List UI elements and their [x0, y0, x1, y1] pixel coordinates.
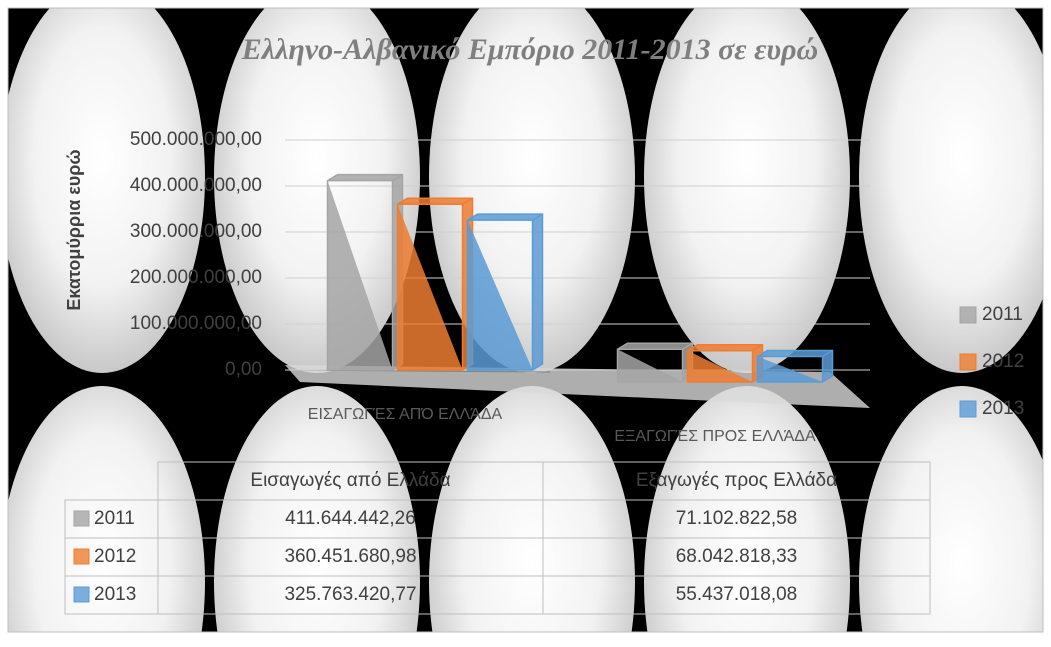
- chart-background: [7, 7, 1044, 633]
- y-tick-label: 0,00: [225, 359, 262, 380]
- table-value: 360.451.680,98: [284, 546, 416, 567]
- chart-title: Ελληνο-Αλβανικό Εμπόριο 2011-2013 σε ευρ…: [241, 33, 819, 66]
- table-value: 68.042.818,33: [676, 546, 798, 567]
- table-grid: [64, 461, 931, 615]
- legend-swatch: [959, 400, 977, 418]
- table-row-label: 2013: [94, 584, 136, 605]
- table-value: 325.763.420,77: [284, 584, 416, 605]
- bar: [396, 197, 474, 371]
- table-row-label: 2012: [94, 546, 136, 567]
- bar: [466, 213, 544, 371]
- table-header: Εισαγωγές από Ελλάδα: [250, 470, 450, 491]
- legend-label: 2013: [982, 398, 1024, 419]
- y-tick-label: 100.000.000,00: [130, 313, 262, 334]
- table-legend-swatch: [73, 510, 90, 527]
- table-value: 411.644.442,26: [285, 508, 416, 529]
- table-legend-swatch: [73, 548, 90, 565]
- table-legend-swatch: [73, 586, 90, 603]
- y-axis-title: Εκατομύρρια ευρώ: [64, 149, 84, 310]
- bar: [326, 173, 404, 371]
- x-tick-label: ΕΙΣΑΓΩΓΈΣ ΑΠΌ ΕΛΛΆΔΑ: [308, 406, 503, 423]
- table-header: Εξαγωγές προς Ελλάδα: [636, 470, 837, 491]
- y-tick-label: 300.000.000,00: [130, 221, 262, 242]
- legend-label: 2012: [982, 351, 1024, 372]
- legend-swatch: [959, 353, 977, 371]
- bar: [686, 343, 764, 383]
- bar: [616, 342, 694, 383]
- table-value: 71.102.822,58: [676, 508, 798, 529]
- y-tick-label: 500.000.000,00: [130, 129, 262, 150]
- bar: [756, 349, 834, 383]
- x-tick-label: ΕΞΑΓΩΓΈΣ ΠΡΟΣ ΕΛΛΆΔΑ: [614, 428, 816, 445]
- y-tick-label: 400.000.000,00: [130, 175, 262, 196]
- legend-swatch: [959, 306, 977, 324]
- table-value: 55.437.018,08: [676, 584, 798, 605]
- legend-label: 2011: [982, 304, 1023, 325]
- y-tick-label: 200.000.000,00: [130, 267, 262, 288]
- table-row-label: 2011: [94, 508, 135, 529]
